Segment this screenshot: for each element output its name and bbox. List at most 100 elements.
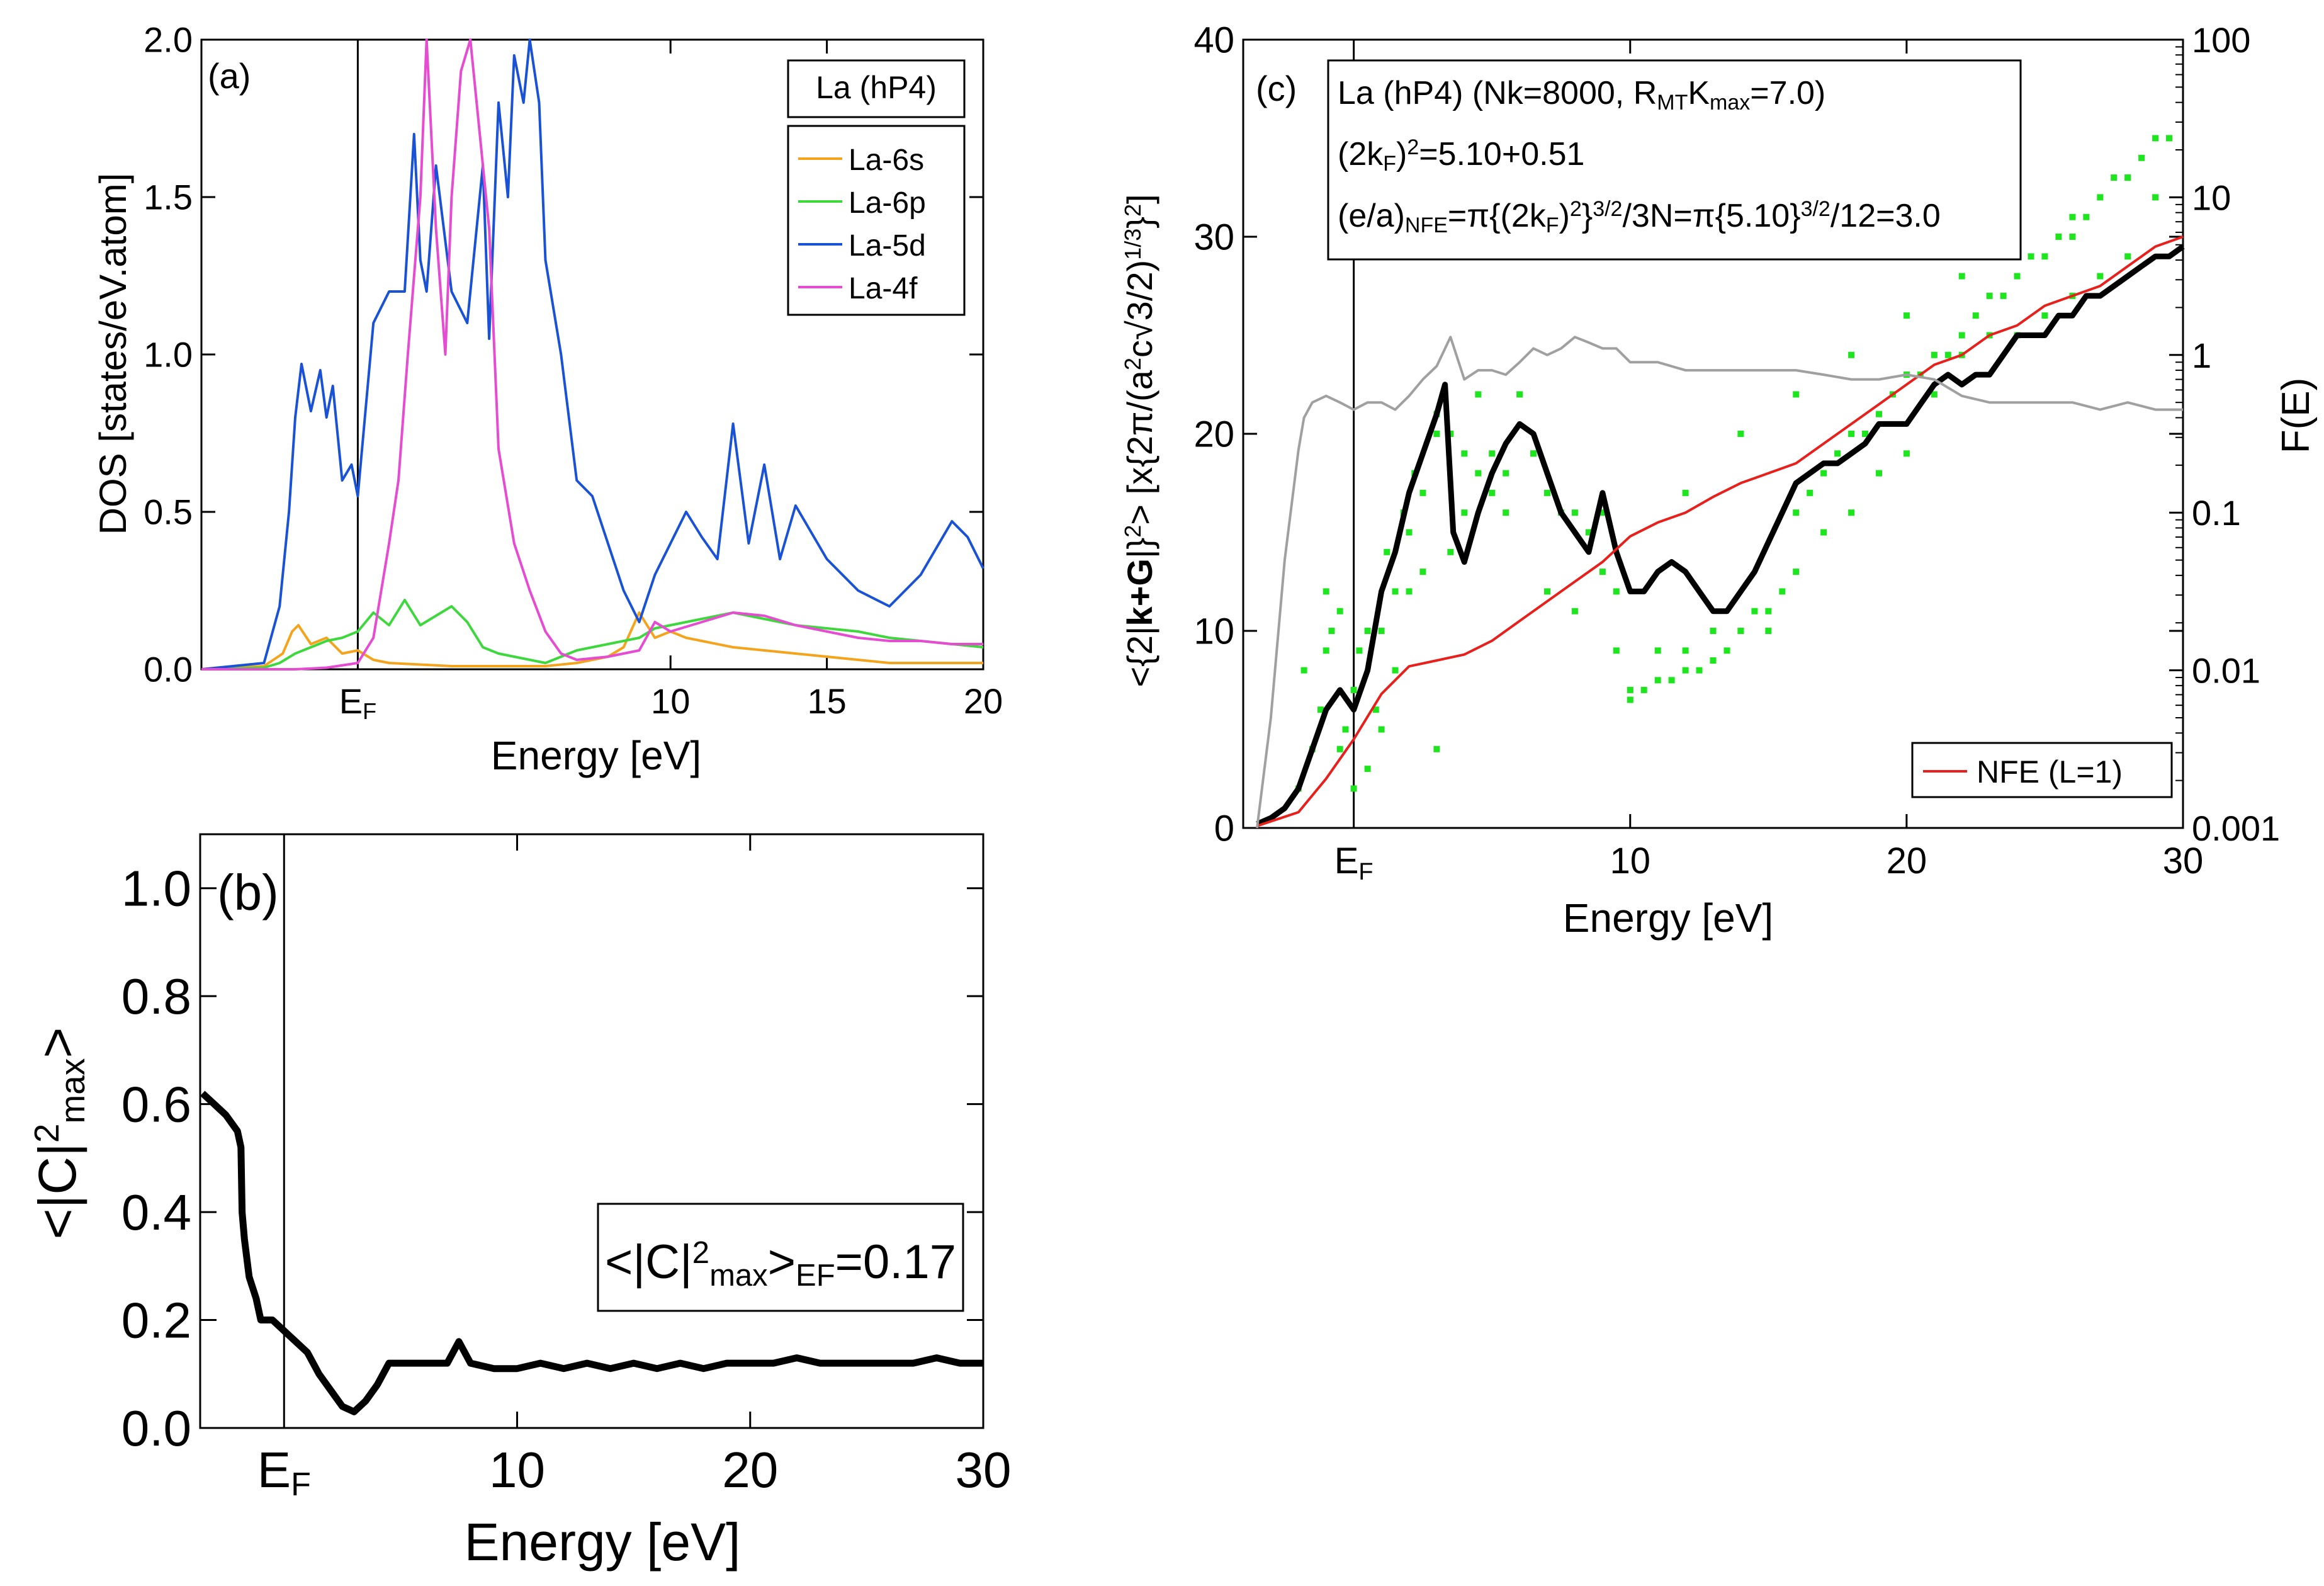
panel-c-green-point (1931, 391, 1938, 398)
panel-c-green-point (1489, 489, 1496, 496)
panel-a-xtick-label: 10 (651, 681, 690, 721)
panel-a-legend-label: La-5d (849, 229, 926, 263)
panel-c-green-point (1627, 686, 1633, 693)
panel-c-green-point (1516, 391, 1523, 398)
panel-a-title-box (787, 59, 966, 118)
panel-b-annotation-box (597, 1203, 964, 1312)
panel-b-ytick-label: 1.0 (121, 861, 191, 917)
panel-c-ylabel-left-part: 2 (1120, 204, 1146, 217)
panel-c-green-point (1682, 647, 1689, 654)
panel-c-info-line2-part: ) (1396, 136, 1407, 173)
panel-c-ylabel-left-part: 1/3 (1120, 229, 1146, 260)
panel-c-green-point (2055, 234, 2062, 240)
panel-c-green-point (1342, 726, 1349, 733)
panel-c-green-point (1627, 696, 1633, 703)
panel-c-green-point (1571, 608, 1578, 615)
panel-b-annotation-part: 2 (692, 1236, 709, 1270)
panel-c-ytick-right-label: 1 (2192, 336, 2211, 375)
panel-c-green-point (1654, 677, 1661, 684)
panel-c-info-line1-part: =7.0) (1750, 75, 1825, 111)
panel-a-label: (a) (208, 56, 251, 96)
panel-c-green-point (1419, 569, 1426, 575)
panel-c-green-point (1350, 686, 1357, 693)
panel-c-ylabel-left-part: ] (1120, 194, 1159, 204)
panel-c-ylabel-left-part: + (1120, 586, 1159, 607)
panel-c-ylabel-left-part: <{2| (1120, 626, 1159, 687)
panel-c-ytick-label: 0 (1214, 808, 1234, 849)
panel-b-ylabel: <|C|2max> (27, 1028, 92, 1240)
panel-a-ytick-label: 2.0 (144, 20, 193, 60)
panel-a-ytick-label: 0.5 (144, 492, 193, 532)
panel-c-info-line3-part: } (1582, 198, 1593, 234)
panel-c-green-point (1958, 273, 1965, 280)
panel-c-green-point (1372, 706, 1379, 713)
panel-c-ytick-label: 30 (1193, 217, 1234, 258)
panel-b-annotation-part: <|C| (605, 1235, 692, 1289)
panel-a-xtick-label: 15 (807, 681, 846, 721)
panel-c-green-point (1599, 569, 1606, 575)
panel-c-info-line2-part: + (1502, 136, 1521, 173)
panel-c-ylabel-left-part: c (1120, 340, 1159, 358)
panel-c-green-point (1696, 667, 1703, 674)
panel-c-info-line3-part: 3/2 (1593, 197, 1622, 221)
panel-a-ylabel: DOS [states/eV.atom] (92, 173, 134, 535)
panel-c-info-line2-part: 0.51 (1521, 136, 1584, 173)
panel-c-green-point (1489, 450, 1496, 457)
panel-c-green-point (1710, 657, 1717, 664)
panel-b-annotation-part: max (709, 1259, 768, 1293)
panel-a-ytick-label: 1.5 (144, 178, 193, 217)
panel-c-green-point (1323, 588, 1329, 595)
panel-c-green-point (1779, 588, 1786, 595)
panel-c-green-point (2069, 213, 2076, 220)
panel-b-fermi-label-part: E (257, 1442, 291, 1498)
panel-c-green-point (1300, 667, 1307, 674)
panel-b-xlabel: Energy [eV] (465, 1512, 741, 1572)
panel-c-green-point (1613, 647, 1620, 654)
panel-c-ylabel-left: <{2|k+G|}2> [x{2π/(a2c√3/2)1/3}2] (1120, 194, 1159, 687)
panel-c-green-point (1378, 628, 1385, 634)
panel-c-green-point (1710, 628, 1717, 634)
panel-b-ytick-label: 0.0 (121, 1400, 191, 1456)
panel-c-info-line3-part: 2 (1570, 197, 1582, 221)
panel-c-info-line1: La (hP4) (Nk=8000, RMTKmax=7.0) (1338, 75, 1825, 115)
panel-c-green-point (2083, 213, 2090, 220)
panel-c-green-point (1323, 647, 1329, 654)
panel-b-xtick-label: 20 (722, 1442, 778, 1498)
panel-c-series-kg (1256, 244, 2185, 827)
panel-a-xlabel: Energy [eV] (491, 733, 701, 778)
panel-c-ytick-right-label: 10 (2192, 178, 2231, 217)
panel-c-fermi-label-part: F (1358, 859, 1373, 885)
panel-c-green-point (2152, 194, 2159, 201)
panel-c-green-point (1751, 608, 1758, 615)
panel-c-green-point (1820, 470, 1827, 477)
panel-c-ylabel-left-part: √3/2 (1120, 271, 1159, 340)
panel-c-green-point (1765, 608, 1772, 615)
panel-c-green-point (1640, 686, 1647, 693)
panel-c-ylabel-left-part: 2 (1120, 525, 1146, 538)
panel-b-ytick-label: 0.2 (121, 1293, 191, 1349)
panel-c-green-point (1433, 431, 1440, 437)
panel-c-green-point (1793, 569, 1800, 575)
panel-c-green-point (1336, 608, 1343, 615)
panel-c-green-point (1317, 706, 1324, 713)
panel-a-fermi-label: EF (339, 681, 376, 724)
panel-c-green-point (2152, 135, 2159, 142)
panel-c-green-point (1503, 509, 1509, 516)
panel-c-green-point (2097, 273, 2104, 280)
panel-c-green-point (1356, 647, 1363, 654)
panel-c-info-line2-part: 2 (1407, 135, 1419, 159)
panel-c-green-point (1848, 509, 1855, 516)
panel-c-green-point (1336, 745, 1343, 752)
panel-c-info-line2-part: =5.10 (1419, 136, 1502, 173)
panel-c-info-line3-part: ) (1559, 198, 1570, 234)
panel-c-info-line1-part: max (1710, 91, 1750, 115)
panel-b-ylabel-part: max (53, 1058, 92, 1124)
panel-a-dos-chart: 10 15 20 0.0 0.5 1.0 1.5 2.0 EF La-6s La-6p La-5d La… (144, 20, 1003, 724)
panel-a-legend-label: La-4f (849, 272, 918, 305)
panel-a-series-la-6s (201, 611, 983, 671)
panel-c-ytick-right-label: 0.1 (2192, 493, 2241, 533)
panel-c-series-fe (1256, 336, 2183, 829)
panel-c-green-point (1682, 489, 1689, 496)
panel-c-ylabel-right: F(E) (2274, 378, 2318, 454)
panel-c-xtick-label: 20 (1887, 841, 1927, 881)
